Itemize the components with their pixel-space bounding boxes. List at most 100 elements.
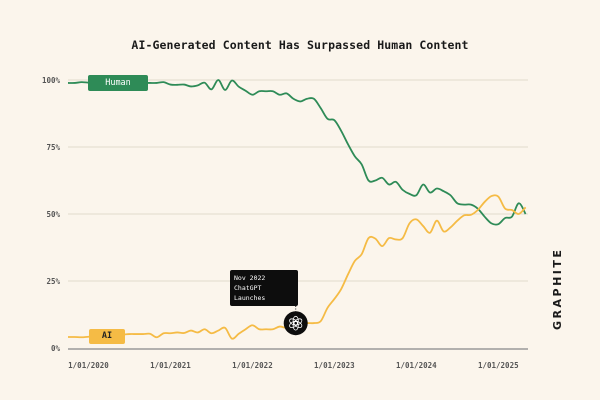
data-point-ai — [271, 328, 274, 331]
x-tick-label: 1/01/2024 — [396, 361, 437, 370]
annotation-text: ChatGPT Launches — [234, 284, 266, 302]
data-point-ai — [469, 213, 472, 216]
data-point-ai — [237, 332, 240, 335]
data-point-ai — [483, 200, 486, 203]
openai-logo-icon — [289, 315, 303, 331]
data-point-human — [306, 97, 309, 100]
y-tick-label: 0% — [51, 344, 61, 353]
data-point-human — [148, 81, 151, 84]
data-point-human — [319, 107, 322, 110]
data-point-human — [230, 79, 233, 82]
x-tick-label: 1/01/2023 — [314, 361, 355, 370]
data-point-ai — [135, 333, 138, 336]
data-point-ai — [347, 273, 350, 276]
data-point-ai — [524, 206, 527, 209]
data-point-human — [217, 79, 220, 82]
data-point-human — [504, 217, 507, 220]
data-point-human — [510, 215, 513, 218]
data-point-human — [183, 83, 186, 86]
annotation-marker — [283, 311, 308, 336]
chart-title: AI-Generated Content Has Surpassed Human… — [131, 38, 469, 52]
data-point-human — [415, 194, 418, 197]
data-point-ai — [435, 219, 438, 222]
data-point-ai — [210, 332, 213, 335]
data-point-human — [388, 183, 391, 186]
data-point-ai — [224, 326, 227, 329]
data-point-human — [490, 222, 493, 225]
data-point-human — [428, 191, 431, 194]
data-point-human — [73, 81, 76, 84]
data-point-human — [449, 194, 452, 197]
data-point-ai — [381, 245, 384, 248]
y-tick-label: 75% — [46, 143, 60, 152]
data-point-ai — [388, 237, 391, 240]
data-point-human — [381, 176, 384, 179]
data-point-human — [442, 190, 445, 193]
data-point-human — [285, 92, 288, 95]
data-point-ai — [422, 225, 425, 228]
data-point-ai — [510, 208, 513, 211]
annotation-date: Nov 2022 — [234, 274, 266, 282]
data-point-ai — [189, 329, 192, 332]
data-point-human — [278, 93, 281, 96]
data-point-ai — [367, 237, 370, 240]
data-point-human — [210, 88, 213, 91]
data-point-human — [394, 180, 397, 183]
data-point-human — [463, 203, 466, 206]
data-point-ai — [251, 324, 254, 327]
data-point-ai — [490, 195, 493, 198]
data-point-ai — [374, 237, 377, 240]
data-point-ai — [415, 218, 418, 221]
x-tick-label: 1/01/2021 — [150, 361, 191, 370]
data-point-ai — [360, 253, 363, 256]
data-point-ai — [217, 329, 220, 332]
data-point-human — [189, 85, 192, 88]
data-point-ai — [142, 333, 145, 336]
data-point-ai — [265, 328, 268, 331]
data-point-ai — [394, 238, 397, 241]
data-point-human — [353, 155, 356, 158]
legend-ai: AI — [89, 329, 125, 344]
data-point-ai — [428, 231, 431, 234]
data-point-ai — [476, 208, 479, 211]
x-tick-label: 1/01/2022 — [232, 361, 273, 370]
data-point-human — [340, 129, 343, 132]
data-point-human — [203, 81, 206, 84]
x-tick-label: 1/01/2025 — [478, 361, 519, 370]
data-point-human — [483, 215, 486, 218]
data-point-ai — [73, 336, 76, 339]
data-point-ai — [203, 328, 206, 331]
data-point-human — [224, 88, 227, 91]
data-point-ai — [162, 332, 165, 335]
data-point-human — [517, 202, 520, 205]
data-point-human — [258, 90, 261, 93]
data-point-ai — [67, 336, 70, 339]
data-point-human — [176, 83, 179, 86]
data-point-human — [292, 97, 295, 100]
data-point-human — [251, 93, 254, 96]
data-point-human — [367, 179, 370, 182]
legend-human: Human — [88, 75, 148, 91]
data-point-ai — [463, 214, 466, 217]
data-point-human — [401, 188, 404, 191]
x-tick-label: 1/01/2020 — [68, 361, 109, 370]
data-point-ai — [319, 320, 322, 323]
data-point-ai — [169, 332, 172, 335]
data-point-ai — [230, 337, 233, 340]
data-point-human — [524, 213, 527, 216]
data-point-human — [312, 97, 315, 100]
data-point-human — [497, 223, 500, 226]
data-point-human — [265, 90, 268, 93]
data-point-ai — [196, 331, 199, 334]
data-point-ai — [258, 328, 261, 331]
graphite-logo: GRAPHITE — [551, 247, 564, 330]
data-point-ai — [401, 237, 404, 240]
data-point-human — [422, 183, 425, 186]
data-point-ai — [176, 331, 179, 334]
data-point-ai — [449, 226, 452, 229]
data-point-ai — [504, 207, 507, 210]
data-point-human — [80, 81, 83, 84]
data-point-ai — [326, 306, 329, 309]
data-point-ai — [353, 259, 356, 262]
